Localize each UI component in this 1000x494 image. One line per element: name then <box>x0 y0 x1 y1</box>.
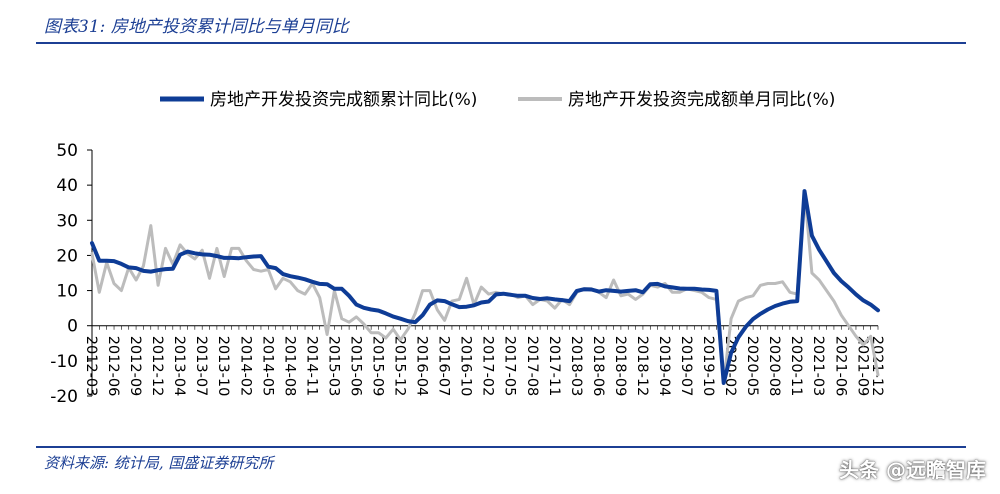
x-tick-label: 2012-09 <box>127 336 143 397</box>
x-tick-label: 2013-07 <box>193 336 209 397</box>
x-tick-label: 2016-10 <box>458 336 474 397</box>
y-tick-label: -20 <box>50 387 78 407</box>
x-tick-label: 2015-09 <box>369 336 385 397</box>
x-tick-label: 2012-12 <box>149 336 165 397</box>
top-rule <box>36 42 966 44</box>
bottom-rule <box>36 446 966 448</box>
x-tick-label: 2020-08 <box>766 336 782 397</box>
figure-title: 图表31: 房地产投资累计同比与单月同比 <box>44 17 349 37</box>
x-tick-label: 2016-07 <box>436 336 452 397</box>
legend-item-monthly: 房地产开发投资完成额单月同比(%) <box>518 90 835 110</box>
x-tick-label: 2014-05 <box>259 336 275 397</box>
x-tick-label: 2015-12 <box>392 336 408 397</box>
x-tick-label: 2013-10 <box>215 336 231 397</box>
y-tick-label: 0 <box>67 317 78 337</box>
legend-label: 房地产开发投资完成额累计同比(%) <box>210 90 477 110</box>
x-tick-label: 2020-11 <box>788 336 804 397</box>
x-tick-label: 2019-04 <box>656 336 672 397</box>
watermark-text: 头条 @远瞻智库 <box>839 458 986 482</box>
x-tick-label: 2014-11 <box>303 336 319 397</box>
x-tick-label: 2019-07 <box>678 336 694 397</box>
x-tick-label: 2015-06 <box>347 336 363 397</box>
x-tick-label: 2018-03 <box>568 336 584 397</box>
x-tick-label: 2013-04 <box>171 336 187 397</box>
x-tick-label: 2017-05 <box>502 336 518 397</box>
x-tick-label: 2019-10 <box>700 336 716 397</box>
legend-item-cumulative: 房地产开发投资完成额累计同比(%) <box>160 90 477 110</box>
x-tick-label: 2016-04 <box>414 336 430 397</box>
x-tick-label: 2018-09 <box>612 336 628 397</box>
x-tick-label: 2014-08 <box>281 336 297 397</box>
x-tick-label: 2021-03 <box>810 336 826 397</box>
plot-lines <box>90 189 880 385</box>
x-tick-label: 2021-09 <box>854 336 870 397</box>
source-note: 资料来源: 统计局, 国盛证券研究所 <box>44 454 274 472</box>
y-tick-label: -10 <box>50 352 78 372</box>
x-tick-label: 2017-11 <box>546 336 562 397</box>
y-tick-label: 10 <box>56 282 78 302</box>
x-tick-label: 2015-03 <box>325 336 341 397</box>
series-line-cumulative <box>90 189 880 385</box>
y-tick-label: 40 <box>56 176 78 196</box>
x-tick-label: 2012-03 <box>83 336 99 397</box>
x-tick-label: 2017-02 <box>480 336 496 397</box>
x-tick-label: 2021-06 <box>832 336 848 397</box>
x-tick-label: 2012-06 <box>105 336 121 397</box>
x-tick-label: 2017-08 <box>524 336 540 397</box>
y-tick-label: 30 <box>56 211 78 231</box>
x-axis: 2012-03 2012-06 2012-09 2012-12 2013-04 2013-… <box>83 325 885 397</box>
y-axis: -20 -10 0 10 20 30 40 50 <box>50 141 93 407</box>
x-tick-label: 2018-12 <box>634 336 650 397</box>
series-line-monthly <box>90 189 880 385</box>
y-tick-label: 50 <box>56 141 78 161</box>
x-tick-label: 2020-05 <box>744 336 760 397</box>
legend-label: 房地产开发投资完成额单月同比(%) <box>568 90 835 110</box>
x-tick-label: 2014-02 <box>237 336 253 397</box>
x-tick-label: 2018-06 <box>590 336 606 397</box>
legend: 房地产开发投资完成额累计同比(%) 房地产开发投资完成额单月同比(%) <box>160 90 835 110</box>
y-tick-label: 20 <box>56 246 78 266</box>
